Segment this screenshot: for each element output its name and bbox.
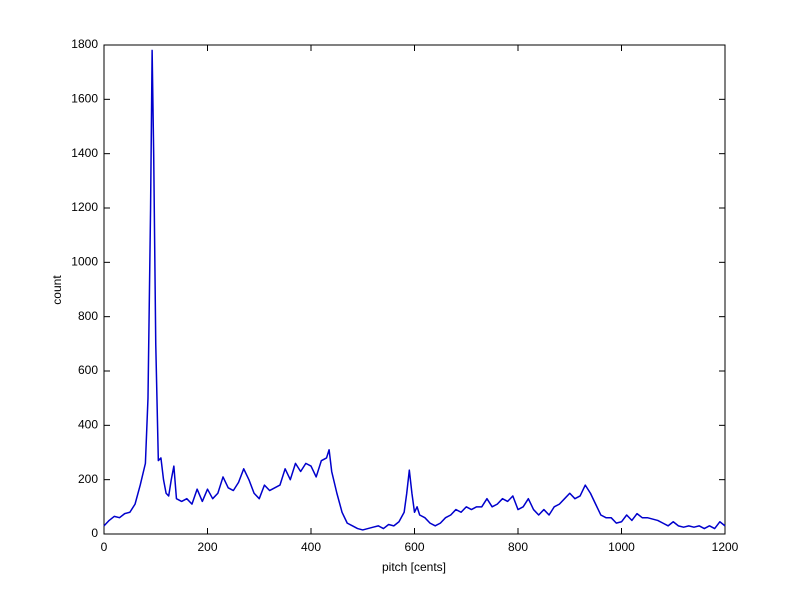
x-axis-label: pitch [cents] [382, 560, 446, 574]
y-tick-label: 200 [78, 472, 98, 486]
y-tick-label: 400 [78, 418, 98, 432]
y-tick-label: 0 [91, 526, 98, 540]
x-tick-label: 400 [301, 540, 321, 554]
y-tick-label: 1400 [71, 146, 98, 160]
data-line [103, 49, 726, 531]
plot-frame [103, 44, 726, 535]
x-tick-label: 1000 [608, 540, 635, 554]
y-axis-label: count [50, 275, 64, 305]
y-tick-label: 600 [78, 363, 98, 377]
x-tick-label: 600 [404, 540, 424, 554]
y-tick-label: 1800 [71, 37, 98, 51]
y-tick-label: 1600 [71, 92, 98, 106]
x-tick-label: 200 [197, 540, 217, 554]
y-tick-label: 800 [78, 309, 98, 323]
x-tick-label: 0 [101, 540, 108, 554]
y-tick-label: 1000 [71, 255, 98, 269]
x-tick-label: 800 [508, 540, 528, 554]
x-tick-label: 1200 [712, 540, 739, 554]
y-tick-label: 1200 [71, 200, 98, 214]
